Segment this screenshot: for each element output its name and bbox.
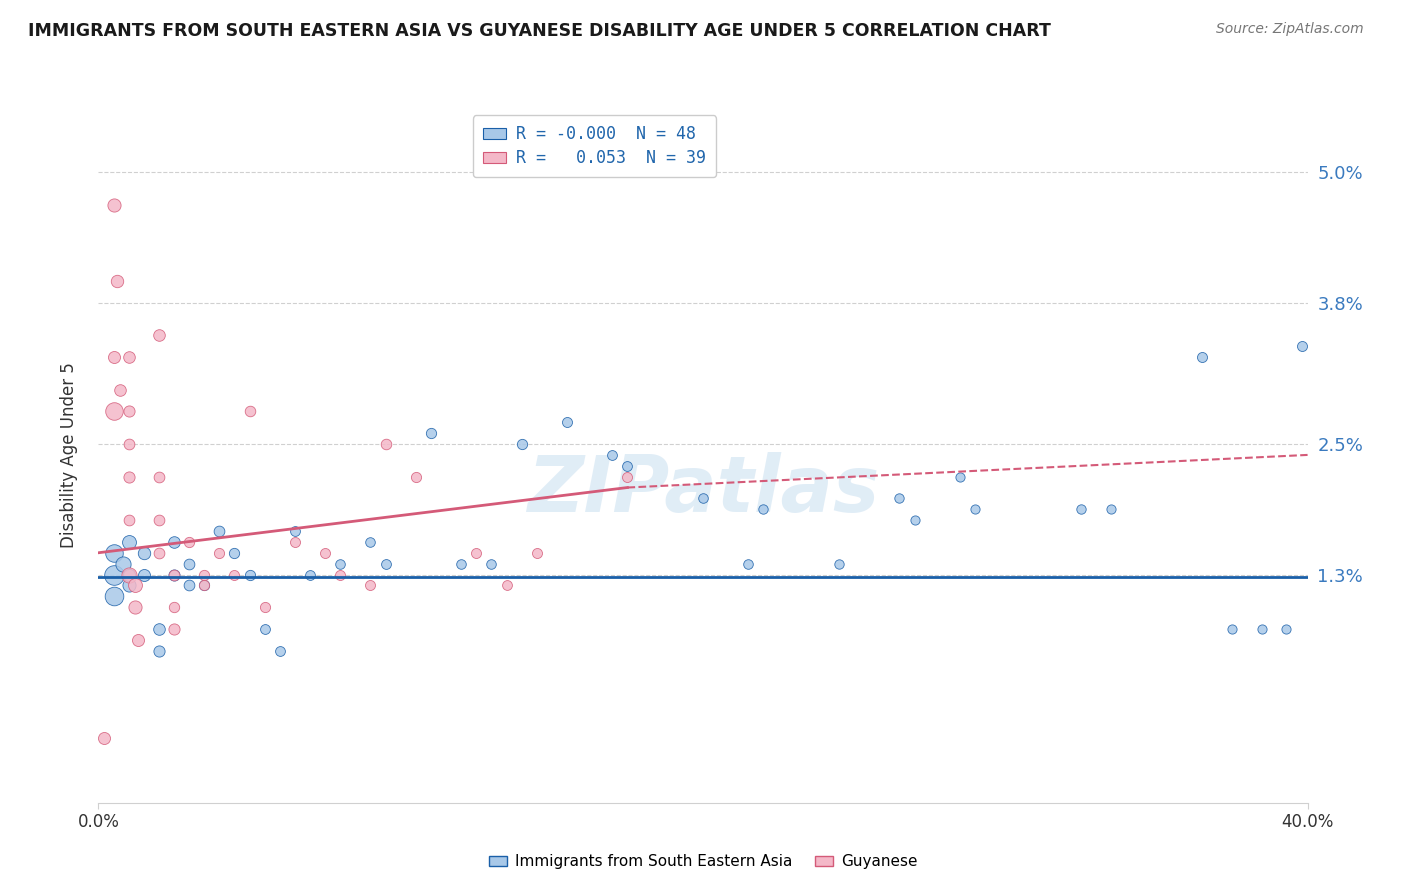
Point — [193, 578, 215, 592]
Point — [105, 274, 128, 288]
Point — [1251, 622, 1274, 636]
Point — [224, 567, 246, 582]
Point — [208, 524, 231, 538]
Point — [737, 557, 759, 571]
Point — [965, 502, 987, 516]
Point — [193, 567, 215, 582]
Point — [253, 600, 276, 615]
Point — [224, 546, 246, 560]
Point — [127, 632, 149, 647]
Point — [360, 578, 382, 592]
Point — [1191, 350, 1213, 364]
Point — [111, 557, 134, 571]
Point — [374, 437, 396, 451]
Point — [495, 578, 517, 592]
Point — [118, 404, 141, 418]
Point — [118, 437, 141, 451]
Point — [148, 622, 170, 636]
Point — [450, 557, 472, 571]
Point — [108, 383, 131, 397]
Point — [118, 534, 141, 549]
Point — [602, 448, 624, 462]
Point — [284, 524, 307, 538]
Point — [420, 426, 443, 441]
Point — [148, 546, 170, 560]
Point — [828, 557, 851, 571]
Point — [616, 469, 638, 483]
Point — [103, 404, 125, 418]
Point — [118, 567, 141, 582]
Point — [179, 578, 201, 592]
Legend: Immigrants from South Eastern Asia, Guyanese: Immigrants from South Eastern Asia, Guya… — [482, 848, 924, 875]
Point — [118, 350, 141, 364]
Point — [93, 731, 115, 745]
Point — [179, 557, 201, 571]
Point — [132, 546, 155, 560]
Point — [949, 469, 972, 483]
Point — [904, 513, 927, 527]
Point — [405, 469, 427, 483]
Point — [360, 534, 382, 549]
Text: Source: ZipAtlas.com: Source: ZipAtlas.com — [1216, 22, 1364, 37]
Point — [510, 437, 533, 451]
Point — [103, 546, 125, 560]
Point — [163, 600, 186, 615]
Point — [253, 622, 276, 636]
Point — [163, 567, 186, 582]
Point — [374, 557, 396, 571]
Point — [1220, 622, 1243, 636]
Point — [179, 534, 201, 549]
Point — [1070, 502, 1092, 516]
Point — [329, 557, 352, 571]
Point — [148, 643, 170, 657]
Point — [124, 600, 146, 615]
Point — [103, 350, 125, 364]
Point — [132, 567, 155, 582]
Point — [329, 567, 352, 582]
Point — [148, 328, 170, 343]
Point — [481, 557, 503, 571]
Point — [193, 578, 215, 592]
Point — [269, 643, 291, 657]
Point — [1099, 502, 1122, 516]
Point — [118, 513, 141, 527]
Point — [555, 415, 578, 429]
Point — [526, 546, 548, 560]
Point — [239, 567, 262, 582]
Point — [148, 513, 170, 527]
Point — [752, 502, 775, 516]
Point — [124, 578, 146, 592]
Point — [103, 198, 125, 212]
Point — [284, 534, 307, 549]
Point — [1291, 339, 1313, 353]
Point — [208, 546, 231, 560]
Text: ZIPatlas: ZIPatlas — [527, 451, 879, 528]
Point — [163, 622, 186, 636]
Point — [118, 578, 141, 592]
Point — [465, 546, 488, 560]
Point — [239, 404, 262, 418]
Point — [616, 458, 638, 473]
Y-axis label: Disability Age Under 5: Disability Age Under 5 — [59, 362, 77, 548]
Point — [118, 469, 141, 483]
Point — [1275, 622, 1298, 636]
Point — [163, 534, 186, 549]
Point — [163, 567, 186, 582]
Point — [889, 491, 911, 506]
Text: IMMIGRANTS FROM SOUTH EASTERN ASIA VS GUYANESE DISABILITY AGE UNDER 5 CORRELATIO: IMMIGRANTS FROM SOUTH EASTERN ASIA VS GU… — [28, 22, 1052, 40]
Point — [148, 469, 170, 483]
Point — [299, 567, 322, 582]
Point — [103, 567, 125, 582]
Legend: R = -0.000  N = 48, R =   0.053  N = 39: R = -0.000 N = 48, R = 0.053 N = 39 — [472, 115, 716, 178]
Point — [314, 546, 336, 560]
Point — [103, 589, 125, 603]
Point — [692, 491, 714, 506]
Point — [118, 567, 141, 582]
